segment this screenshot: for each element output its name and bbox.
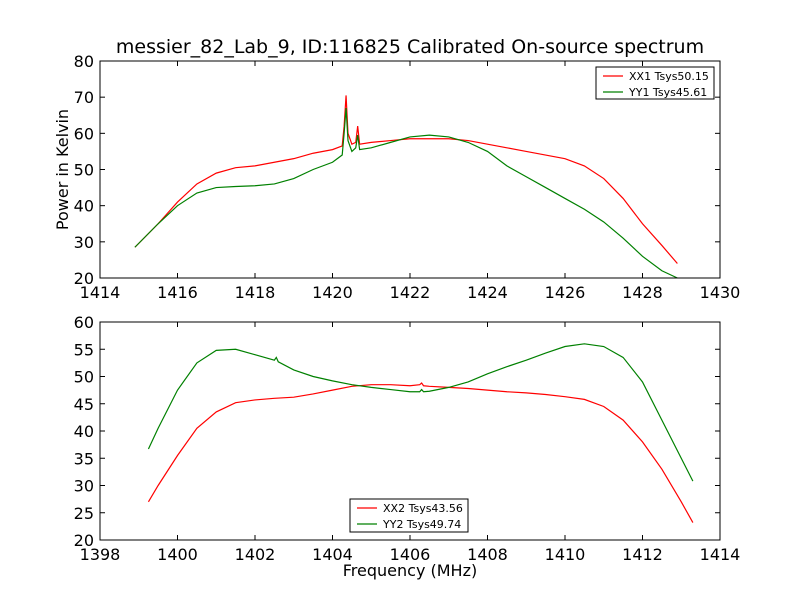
y-tick-label: 20	[74, 269, 94, 288]
series-line-yy1	[134, 107, 678, 279]
y-tick-label: 35	[74, 449, 94, 468]
legend-entry-label: YY1 Tsys45.61	[628, 86, 707, 99]
legend-box	[349, 498, 469, 533]
x-tick-label: 1420	[312, 283, 353, 302]
y-tick-label: 40	[74, 422, 94, 441]
legend-entry-label: YY2 Tsys49.74	[382, 518, 461, 531]
y-tick-label: 60	[74, 124, 94, 143]
y-tick-label: 40	[74, 197, 94, 216]
x-tick-label: 1422	[390, 283, 431, 302]
y-tick-label: 70	[74, 88, 94, 107]
x-tick-label: 1424	[467, 283, 508, 302]
x-axis-label: Frequency (MHz)	[343, 561, 477, 580]
y-tick-label: 20	[74, 531, 94, 550]
y-tick-label: 30	[74, 477, 94, 496]
x-tick-label: 1412	[622, 545, 663, 564]
y-tick-label: 80	[74, 52, 94, 71]
x-tick-label: 1400	[157, 545, 198, 564]
x-tick-label: 1414	[700, 545, 741, 564]
x-tick-label: 1426	[545, 283, 586, 302]
series-line-xx2	[147, 382, 694, 523]
x-tick-label: 1414	[80, 283, 121, 302]
x-tick-label: 1402	[235, 545, 276, 564]
x-tick-label: 1406	[390, 545, 431, 564]
y-tick-label: 50	[74, 161, 94, 180]
x-tick-label: 1410	[545, 545, 586, 564]
legend-entry-label: XX1 Tsys50.15	[629, 70, 709, 83]
y-tick-label: 60	[74, 313, 94, 332]
legend: XX2 Tsys43.56 YY2 Tsys49.74	[349, 498, 469, 533]
y-tick-label: 30	[74, 233, 94, 252]
x-tick-label: 1398	[80, 545, 121, 564]
x-tick-label: 1404	[312, 545, 353, 564]
y-tick-label: 45	[74, 395, 94, 414]
y-tick-label: 25	[74, 504, 94, 523]
x-tick-label: 1428	[622, 283, 663, 302]
y-axis-label: Power in Kelvin	[53, 109, 72, 230]
chart-title: messier_82_Lab_9, ID:116825 Calibrated O…	[116, 36, 704, 58]
x-tick-label: 1416	[157, 283, 198, 302]
legend-box	[595, 66, 715, 100]
subplot-2: 1398 1400 1402 1404 1406 1408 1410 1412 1414 20 25…	[74, 313, 741, 580]
x-tick-label: 1418	[235, 283, 276, 302]
x-tick-label: 1408	[467, 545, 508, 564]
legend: XX1 Tsys50.15 YY1 Tsys45.61	[595, 66, 715, 100]
legend-entry-label: XX2 Tsys43.56	[383, 502, 463, 515]
subplot-1: 1414 1416 1418 1420 1422 1424 1426 1428 1430 20 30…	[53, 52, 740, 302]
series-line-yy2	[147, 343, 694, 482]
y-tick-label: 50	[74, 368, 94, 387]
series-line-xx1	[134, 95, 678, 264]
x-tick-label: 1430	[700, 283, 741, 302]
y-tick-label: 55	[74, 340, 94, 359]
